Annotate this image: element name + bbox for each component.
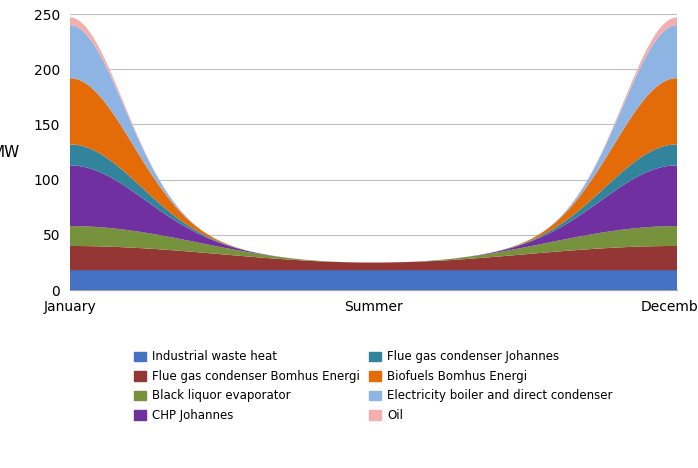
Y-axis label: MW: MW <box>0 145 20 160</box>
Legend: Industrial waste heat, Flue gas condenser Bomhus Energi, Black liquor evaporator: Industrial waste heat, Flue gas condense… <box>130 346 617 427</box>
